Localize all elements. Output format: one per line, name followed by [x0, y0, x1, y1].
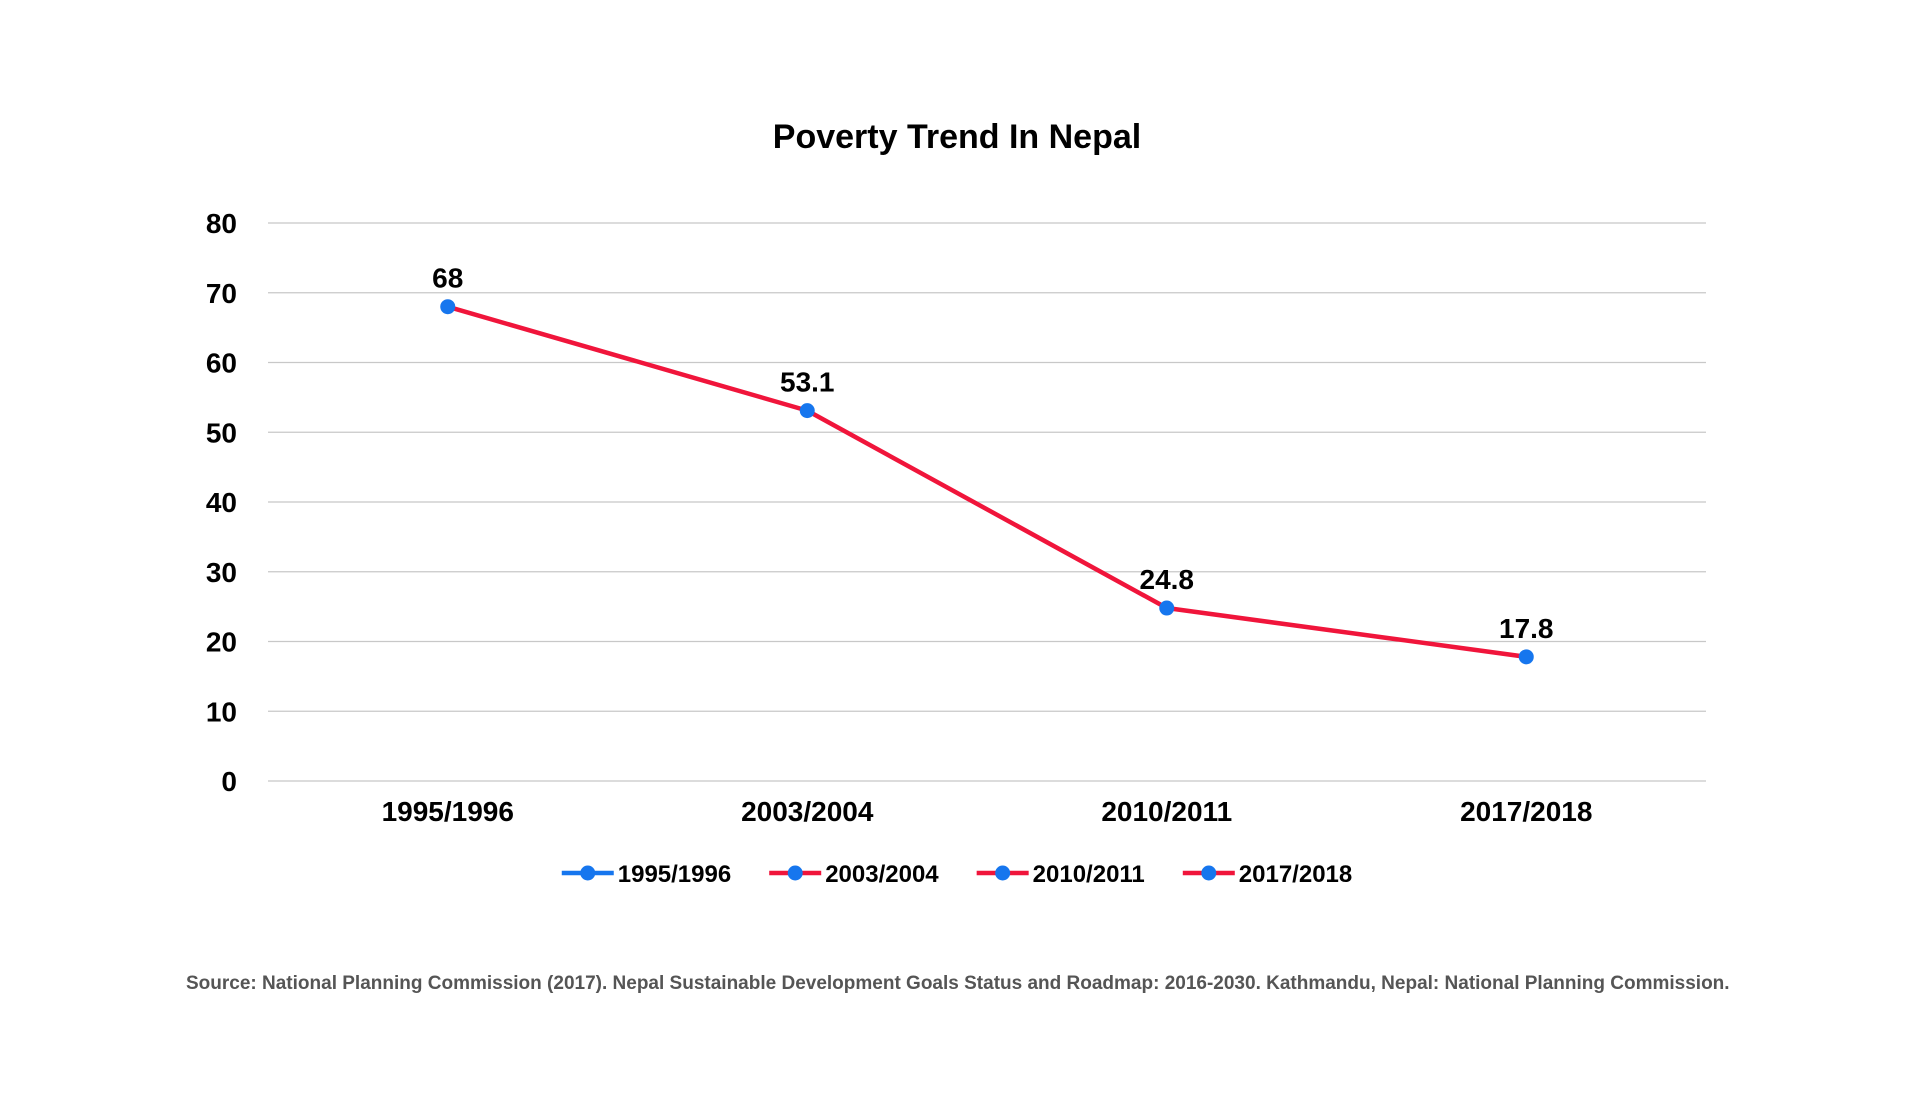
y-tick-label: 50	[206, 417, 237, 448]
gridlines	[268, 222, 1706, 782]
data-point	[1518, 649, 1534, 665]
data-label: 53.1	[780, 367, 835, 398]
legend-marker	[787, 865, 803, 881]
data-label: 17.8	[1499, 613, 1554, 644]
legend-entry: 2003/2004	[825, 861, 939, 888]
legend-marker	[580, 865, 596, 881]
x-tick-label: 2017/2018	[1460, 796, 1592, 827]
legend-entry: 2010/2011	[1033, 861, 1145, 888]
y-tick-label: 80	[206, 208, 237, 239]
y-axis-tick-labels: 0 10 20 30 40 50 60 70 80	[206, 208, 237, 797]
data-label: 24.8	[1140, 564, 1195, 595]
legend-entry: 1995/1996	[618, 861, 731, 888]
x-tick-label: 1995/1996	[382, 796, 514, 827]
data-label: 68	[432, 263, 463, 294]
series-line	[445, 304, 1529, 660]
data-point	[799, 403, 815, 419]
chart-title: Poverty Trend In Nepal	[773, 118, 1141, 156]
data-point-markers	[440, 299, 1534, 665]
data-labels: 68 53.1 24.8 17.8	[432, 263, 1553, 644]
x-axis-tick-labels: 1995/1996 2003/2004 2010/2011 2017/2018	[382, 796, 1593, 827]
x-tick-label: 2010/2011	[1101, 796, 1232, 827]
legend-entry: 2017/2018	[1239, 861, 1352, 888]
legend: 1995/1996 2003/2004 2010/2011 2017/2018	[561, 861, 1352, 888]
y-tick-label: 0	[221, 766, 237, 797]
series-line-path	[445, 304, 1529, 660]
y-tick-label: 30	[206, 557, 237, 588]
x-tick-label: 2003/2004	[741, 796, 874, 827]
source-note: Source: National Planning Commission (20…	[186, 973, 1730, 994]
y-tick-label: 60	[206, 348, 237, 379]
legend-marker	[1201, 865, 1217, 881]
data-point	[440, 299, 456, 315]
legend-marker	[995, 865, 1011, 881]
data-point	[1159, 600, 1175, 616]
y-tick-label: 40	[206, 487, 237, 518]
y-tick-label: 70	[206, 278, 237, 309]
y-tick-label: 10	[206, 696, 237, 727]
y-tick-label: 20	[206, 627, 237, 658]
